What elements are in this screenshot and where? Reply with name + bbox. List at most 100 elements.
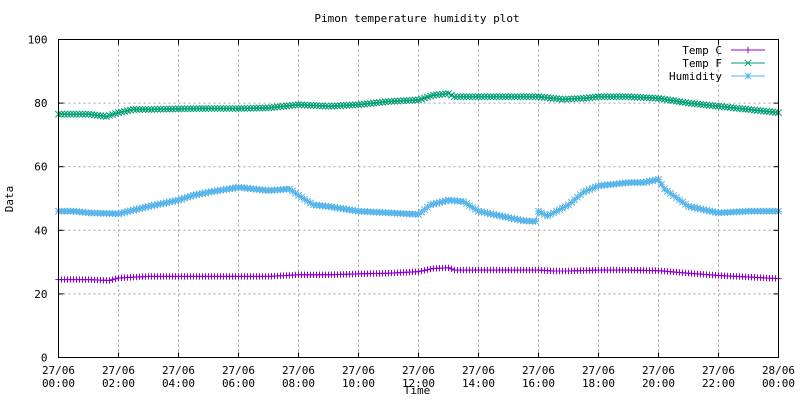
data-point [468,93,477,101]
data-point [448,265,455,273]
data-point [312,102,321,110]
data-point [480,93,489,101]
data-point [177,105,186,113]
x-tick-date: 27/06 [702,364,735,377]
data-point [612,93,621,101]
plot-area [54,90,783,284]
data-point [603,93,612,101]
data-point [297,101,306,109]
data-point [528,93,537,101]
data-point [384,97,393,106]
data-point [336,102,345,110]
data-point [510,93,519,101]
data-point [744,105,753,114]
data-point [156,105,165,113]
data-point [189,105,198,113]
data-point [519,93,528,101]
data-point [106,277,113,284]
data-point [387,97,396,105]
data-point [411,96,420,104]
data-point [195,105,204,113]
data-point [66,110,75,118]
data-point [345,101,354,109]
x-tick-label: 27/06 12:00 [402,364,435,390]
data-point [759,107,768,115]
x-tick-time: 00:00 [42,377,75,390]
data-point [552,207,561,215]
data-point [570,95,579,103]
data-point [109,276,116,283]
data-point [555,95,564,103]
data-point [729,104,738,112]
legend-label: Temp F [682,57,722,70]
x-tick-date: 27/06 [582,364,615,377]
legend-marker [744,59,752,67]
data-point [318,102,327,110]
data-point [717,103,726,111]
x-tick-time: 20:00 [642,377,675,390]
data-point [372,99,381,107]
y-tick-label: 20 [34,288,47,301]
x-tick-date: 27/06 [342,364,375,377]
data-point [633,93,642,101]
data-point [315,102,324,110]
data-point [270,103,279,111]
data-point [246,104,255,112]
x-tick-date: 27/06 [642,364,675,377]
data-point [642,94,651,102]
data-point [321,102,330,110]
data-point [306,101,315,109]
data-point [678,98,687,106]
data-point [276,103,285,111]
y-tick-label: 80 [34,97,47,110]
data-point [363,100,372,108]
data-point [198,105,207,113]
x-tick-date: 27/06 [162,364,195,377]
data-point [168,105,177,113]
x-tick-label: 27/06 08:00 [282,364,315,390]
data-point [606,93,615,101]
data-point [327,102,336,110]
x-tick-label: 27/06 10:00 [342,364,375,390]
data-point [615,93,624,101]
data-point [357,100,366,108]
data-point [441,90,450,98]
data-point [531,93,540,101]
legend-label: Humidity [669,70,722,83]
data-point [309,101,318,110]
x-tick-label: 28/06 00:00 [762,364,795,390]
data-point [564,95,573,103]
data-point [465,93,474,101]
data-point [150,105,159,113]
data-point [762,107,771,115]
data-point [738,105,747,113]
data-point [147,105,156,113]
data-point [231,104,240,113]
data-point [96,112,105,120]
data-point [210,104,219,113]
data-point [427,265,434,273]
data-point [474,93,483,101]
data-point [57,110,66,118]
data-point [435,90,444,99]
data-point [153,105,162,113]
data-point [459,93,468,101]
x-tick-label: 27/06 22:00 [702,364,735,390]
data-point [561,95,570,103]
data-point [558,95,567,103]
y-tick-label: 0 [41,352,48,365]
data-point [576,94,585,103]
data-point [207,104,216,113]
data-point [654,175,663,183]
data-point [342,101,351,109]
data-point [252,104,261,112]
data-point [540,93,549,101]
data-point [330,102,339,110]
data-point [594,93,603,101]
x-tick-date: 27/06 [102,364,135,377]
data-point [639,93,648,102]
data-point [291,101,300,109]
data-point [333,102,342,110]
